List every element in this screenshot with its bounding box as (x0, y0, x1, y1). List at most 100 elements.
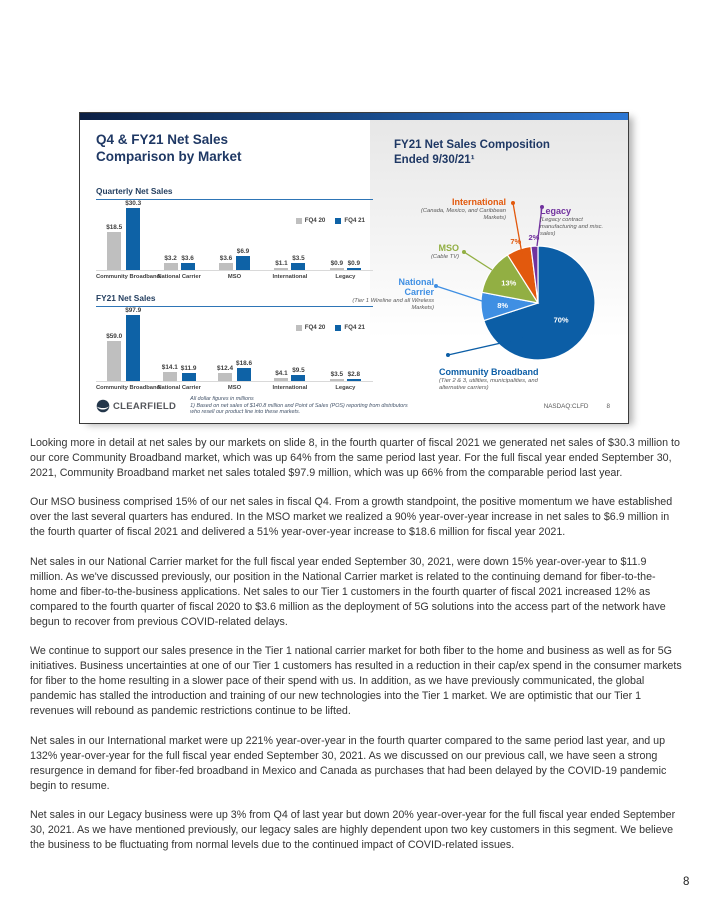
bar-value-label: $3.5 (330, 370, 344, 378)
legend-swatch-fq421 (335, 324, 342, 331)
pie-leader-line (447, 337, 524, 356)
legend-item-fq421: FQ4 21 (335, 324, 365, 331)
bar (346, 379, 361, 381)
bar-group: $3.2 $3.6 National Carrier (151, 200, 207, 286)
pie-leader-dot (540, 205, 544, 209)
pie-label-mso: MSO (Cable TV) (389, 243, 459, 261)
pie-percent-label: 13% (501, 279, 516, 288)
bar-value-label: $3.5 (292, 254, 305, 262)
pie-leader-line (536, 206, 543, 247)
bar (274, 378, 289, 381)
bar-value-label: $0.9 (330, 260, 344, 268)
legend-item-fq420: FQ4 20 (295, 324, 325, 331)
slide-footer: CLEARFIELD All dollar figures in million… (96, 394, 618, 418)
bar-group: $18.5 $30.3 Community Broadband (96, 200, 160, 286)
bar-group: $3.5 $2.8 Legacy (317, 307, 374, 397)
bar-group: $12.4 $18.6 MSO (206, 307, 263, 397)
bar-category-label: National Carrier (157, 385, 201, 391)
bar-value-label: $6.9 (236, 247, 250, 255)
bar (236, 255, 251, 270)
left-column: Q4 & FY21 Net Sales Comparison by Market… (96, 131, 374, 397)
bar-value-label: $3.2 (164, 255, 177, 263)
legend-swatch-fq420 (295, 217, 302, 224)
bar-value-label: $9.5 (292, 366, 305, 374)
pie-percent-label: 8% (497, 301, 508, 310)
bar (163, 263, 178, 270)
bar (126, 208, 141, 270)
bar (107, 232, 122, 270)
pie-leader-line (512, 202, 523, 255)
pie-label-legacy: Legacy (Legacy contract manufacturing an… (540, 206, 620, 238)
pie-percent-label: 70% (554, 315, 569, 324)
footnote-line3: who resell our product line into these m… (190, 409, 301, 416)
left-title-line1: Q4 & FY21 Net Sales (96, 132, 229, 147)
pie-slice (530, 245, 539, 304)
bar (291, 262, 306, 270)
legend-swatch-fq420 (295, 324, 302, 331)
clearfield-logo: CLEARFIELD (96, 399, 176, 413)
quarterly-bar-groups: $18.5 $30.3 Community Broadband $3.2 $3.6 Nat… (96, 200, 374, 286)
bar-value-label: $14.1 (161, 363, 178, 371)
bar (219, 262, 234, 270)
pie-chart: 70% 8% 13% 7% 2% (434, 201, 596, 361)
pie-label-community-broadband-sub: (Tier 2 & 3, utilities, municipalities, … (439, 378, 538, 391)
legend-label-fq420: FQ4 20 (304, 217, 326, 224)
bar-value-label: $2.8 (347, 371, 361, 379)
bar-category-label: International (272, 385, 308, 391)
slide-number: 8 (606, 402, 610, 410)
bar (218, 372, 233, 381)
paragraph-6: Net sales in our Legacy business were up… (30, 808, 676, 852)
bar-category-label: MSO (227, 274, 242, 280)
pie-leader-dot (511, 201, 515, 205)
slide: Q4 & FY21 Net Sales Comparison by Market… (79, 112, 629, 424)
legend-label-fq421: FQ4 21 (344, 324, 365, 331)
bar (107, 341, 122, 381)
chart-title-fy21: FY21 Net Sales (96, 293, 373, 307)
page-number: 8 (683, 876, 690, 888)
pie-label-international: International (Canada, Mexico, and Carib… (411, 197, 506, 222)
bar-group: $14.1 $11.9 National Carrier (151, 307, 207, 397)
bar (329, 378, 344, 381)
pie-leader-dot (434, 284, 438, 288)
bar-value-label: $12.4 (217, 364, 234, 372)
pie-label-legacy-name: Legacy (540, 206, 572, 216)
left-title: Q4 & FY21 Net Sales Comparison by Market (96, 131, 373, 165)
bar (180, 262, 195, 270)
pie-label-national-carrier-name: National Carrier (398, 277, 434, 297)
bar (237, 368, 252, 381)
paragraph-2: Our MSO business comprised 15% of our ne… (30, 496, 673, 539)
pie-label-international-sub: (Canada, Mexico, and Caribbean Markets) (420, 208, 506, 221)
pie-percent-label: 2% (528, 233, 539, 242)
clearfield-logo-icon (96, 399, 110, 413)
bar-group: $4.1 $9.5 International (262, 307, 318, 397)
bar-group: $59.0 $97.9 Community Broadband (96, 307, 160, 397)
pie-label-community-broadband-name: Community Broadband (439, 367, 539, 377)
right-title-line1: FY21 Net Sales Composition (394, 139, 550, 151)
pie-leader-dot (462, 250, 466, 254)
quarterly-net-sales-chart: Quarterly Net Sales FQ4 20 FQ4 21 $18.5 $… (96, 186, 374, 286)
bar (291, 374, 306, 381)
slide-top-accent-bar (80, 113, 628, 120)
pie-leader-line (435, 285, 486, 303)
legend-item-fq421: FQ4 21 (335, 217, 365, 224)
pie-percent-label: 7% (510, 237, 521, 246)
pie-label-mso-name: MSO (438, 243, 459, 253)
bar-value-label: $59.0 (106, 333, 123, 341)
bar-value-label: $18.5 (106, 224, 123, 232)
right-title: FY21 Net Sales Composition Ended 9/30/21… (394, 138, 619, 167)
pie-label-national-carrier-sub: (Tier 1 Wireline and all Wireless Market… (352, 298, 434, 311)
left-title-line2: Comparison by Market (96, 149, 242, 164)
legend-quarterly: FQ4 20 FQ4 21 (295, 217, 365, 224)
pie-label-national-carrier: National Carrier (Tier 1 Wireline and al… (344, 277, 434, 312)
bar-value-label: $18.6 (236, 360, 253, 368)
bar-value-label: $3.6 (181, 254, 194, 262)
legend-fy21: FQ4 20 FQ4 21 (295, 324, 365, 331)
bar-group: $3.6 $6.9 MSO (206, 200, 263, 286)
bar (274, 267, 289, 270)
paragraph-3: Net sales in our National Carrier market… (30, 555, 666, 628)
pie-label-mso-sub: (Cable TV) (430, 254, 459, 260)
paragraph-1: Looking more in detail at net sales by o… (30, 437, 680, 480)
bar-value-label: $0.9 (347, 260, 361, 268)
paragraph-5: Net sales in our International market we… (30, 734, 667, 792)
